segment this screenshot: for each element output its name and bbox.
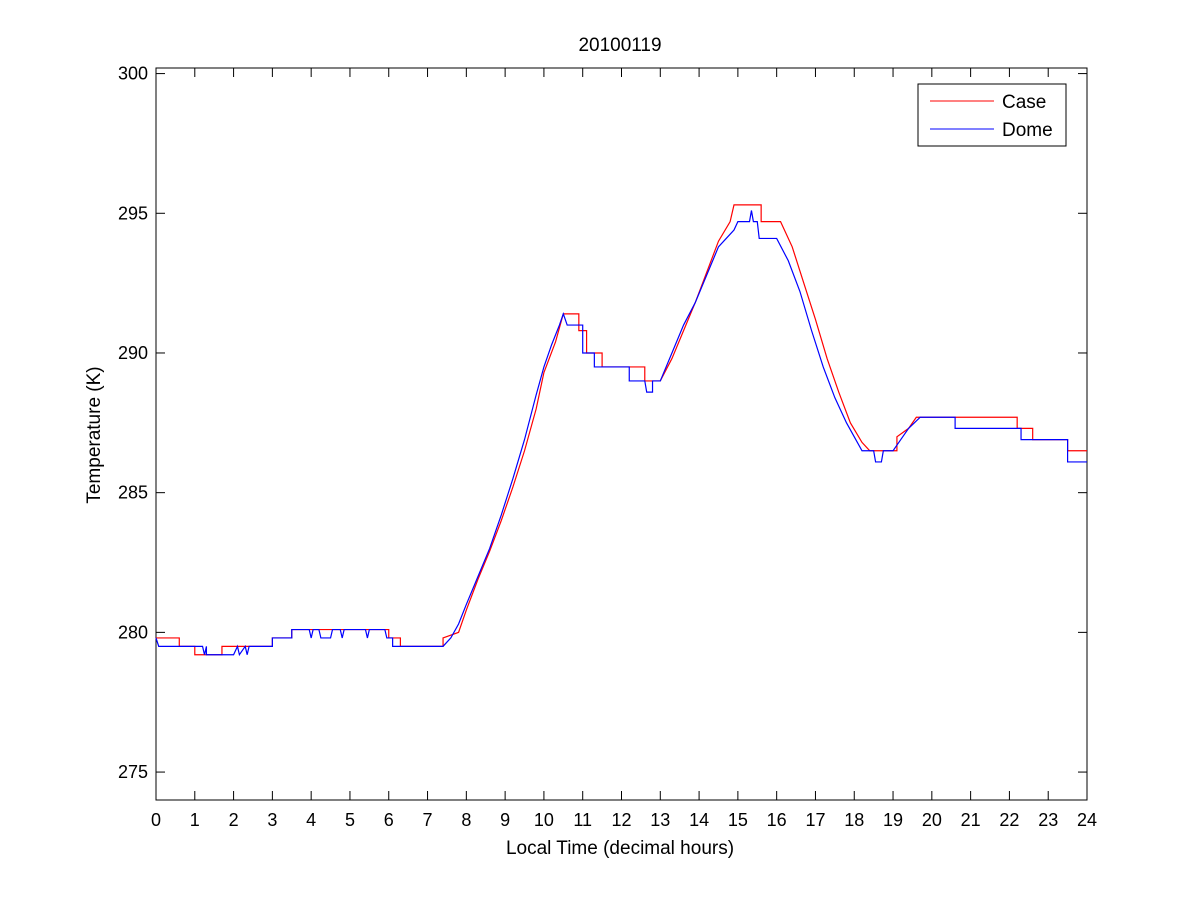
- legend-box: [917, 83, 1067, 147]
- y-tick-label: 300: [118, 64, 148, 84]
- x-tick-label: 15: [728, 810, 748, 830]
- x-tick-label: 22: [999, 810, 1019, 830]
- y-tick-label: 280: [118, 622, 148, 642]
- x-tick-label: 23: [1038, 810, 1058, 830]
- x-tick-label: 12: [611, 810, 631, 830]
- series-layer: [155, 204, 1087, 657]
- x-tick-label: 18: [844, 810, 864, 830]
- x-axis-ticks: 0 1 2 3 4 5 6 7 8 9 10 11 12 13 14 15 16 17 18 19 20 21 22 23 24: [151, 68, 1097, 830]
- x-tick-label: 2: [229, 810, 239, 830]
- x-tick-label: 14: [689, 810, 709, 830]
- y-tick-label: 275: [118, 762, 148, 782]
- y-axis-ticks: 275 280 285 290 295 300: [118, 64, 1087, 782]
- x-tick-label: 17: [805, 810, 825, 830]
- x-tick-label: 3: [267, 810, 277, 830]
- x-tick-label: 0: [151, 810, 161, 830]
- x-tick-label: 8: [461, 810, 471, 830]
- y-tick-label: 295: [118, 203, 148, 223]
- x-tick-label: 7: [423, 810, 433, 830]
- x-tick-label: 21: [961, 810, 981, 830]
- x-axis-label: Local Time (decimal hours): [506, 838, 734, 859]
- plot-area: [155, 67, 1088, 801]
- x-tick-label: 24: [1077, 810, 1097, 830]
- y-axis-label: Temperature (K): [84, 366, 105, 503]
- x-tick-label: 4: [306, 810, 316, 830]
- x-tick-label: 1: [190, 810, 200, 830]
- x-tick-label: 10: [534, 810, 554, 830]
- legend-label-case: Case: [1002, 92, 1046, 113]
- series-line-dome: [155, 210, 1087, 657]
- legend-label-dome: Dome: [1002, 120, 1053, 141]
- x-tick-label: 16: [767, 810, 787, 830]
- x-tick-label: 20: [922, 810, 942, 830]
- x-tick-label: 19: [883, 810, 903, 830]
- x-tick-label: 5: [345, 810, 355, 830]
- x-tick-label: 6: [384, 810, 394, 830]
- x-tick-label: 9: [500, 810, 510, 830]
- chart-title: 20100119: [578, 35, 661, 56]
- y-tick-label: 290: [118, 343, 148, 363]
- legend: Case Dome: [917, 83, 1067, 147]
- y-tick-label: 285: [118, 483, 148, 503]
- x-tick-label: 11: [573, 810, 592, 830]
- x-tick-label: 13: [650, 810, 670, 830]
